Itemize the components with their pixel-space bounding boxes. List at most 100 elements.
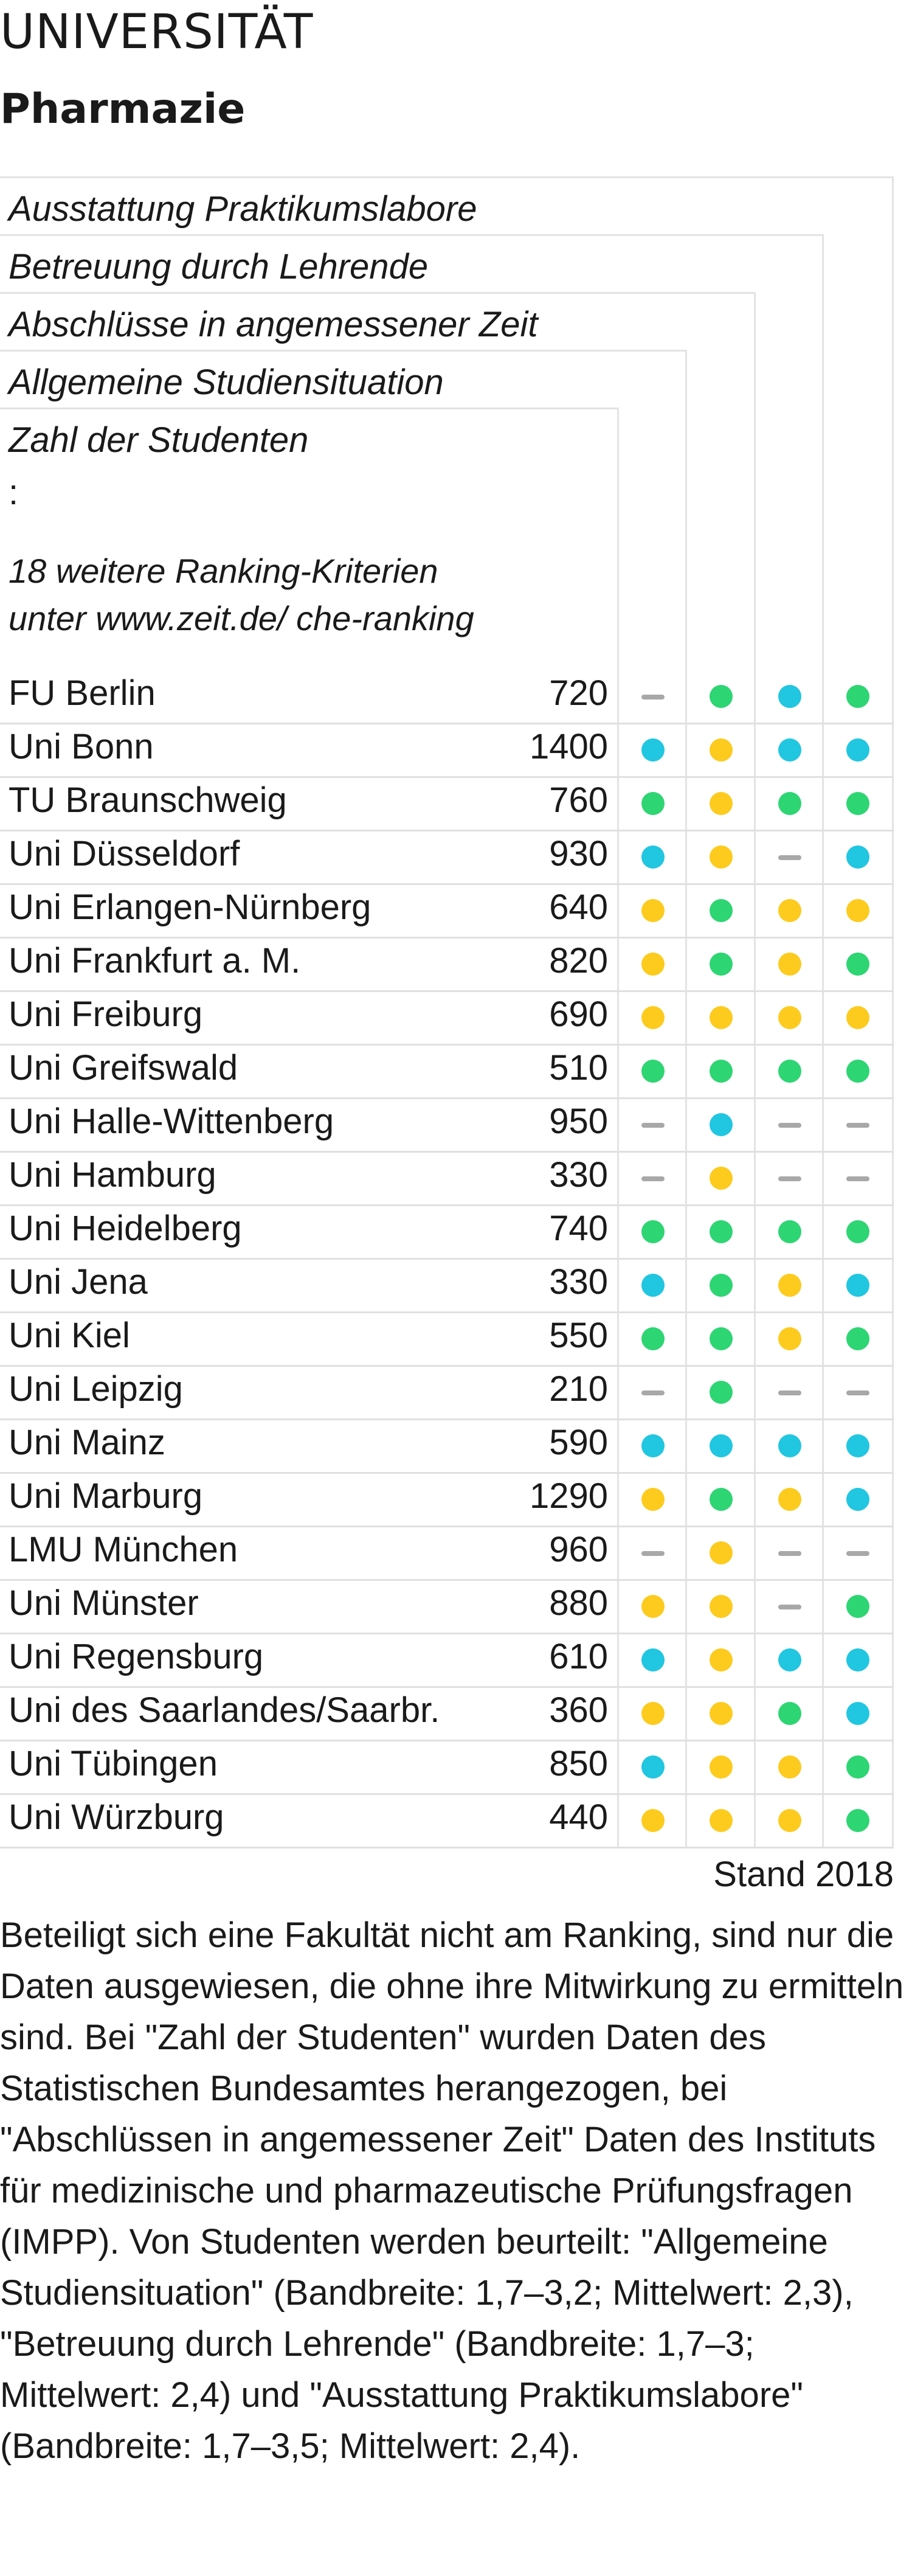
table-row: Uni des Saarlandes/Saarbr. 360 <box>0 1686 894 1741</box>
rating-cell <box>756 830 824 883</box>
column-header-zahl-studenten: Zahl der Studenten <box>9 420 309 460</box>
rating-dot-blue <box>846 845 869 869</box>
rating-cell <box>619 723 687 776</box>
rating-cell <box>619 1258 687 1311</box>
header-rule <box>0 292 756 294</box>
rating-cell <box>619 1633 687 1686</box>
rating-dot-green <box>710 899 733 922</box>
rating-dot-blue <box>778 1434 801 1457</box>
rating-cell <box>687 830 755 883</box>
rating-cell <box>824 1311 892 1365</box>
university-name: Uni Kiel <box>9 1316 130 1355</box>
table-row: Uni Leipzig 210 <box>0 1365 894 1420</box>
table-row: Uni Erlangen-Nürnberg 640 <box>0 883 894 939</box>
table-row: Uni Münster 880 <box>0 1579 894 1634</box>
rating-dot-blue <box>778 685 801 708</box>
column-divider <box>754 292 756 1847</box>
rating-cell <box>619 937 687 990</box>
rating-cell <box>619 1686 687 1740</box>
rating-dot-green <box>778 792 801 815</box>
university-name: Uni Münster <box>9 1583 199 1623</box>
rating-cell <box>687 937 755 990</box>
table-row: Uni Mainz 590 <box>0 1418 894 1474</box>
no-data-dash <box>641 1123 665 1128</box>
rating-cell <box>756 1740 824 1793</box>
student-count: 880 <box>549 1583 608 1623</box>
no-data-dash <box>778 1176 801 1181</box>
rating-cell <box>756 1311 824 1365</box>
rating-cell <box>756 669 824 723</box>
rating-dot-green <box>846 1060 869 1083</box>
rating-dot-yellow <box>710 1755 733 1779</box>
rating-dot-blue <box>846 738 869 762</box>
rating-cell <box>824 990 892 1044</box>
rating-dot-yellow <box>778 1006 801 1029</box>
column-header-abschluesse: Abschlüsse in angemessener Zeit <box>9 305 538 344</box>
student-count: 690 <box>549 995 608 1034</box>
rating-dot-yellow <box>710 1809 733 1832</box>
no-data-dash <box>778 855 801 860</box>
student-count: 610 <box>549 1637 608 1676</box>
university-name: Uni Leipzig <box>9 1369 183 1409</box>
rating-dot-blue <box>641 1755 665 1779</box>
university-name: TU Braunschweig <box>9 780 287 820</box>
table-row: Uni Kiel 550 <box>0 1311 894 1367</box>
rating-cell <box>756 1472 824 1526</box>
rating-dot-yellow <box>710 1167 733 1190</box>
rating-cell <box>619 1365 687 1418</box>
page-title: Pharmazie <box>0 85 246 133</box>
column-divider <box>617 408 619 1847</box>
rating-cell <box>824 776 892 830</box>
rating-cell <box>756 1365 824 1418</box>
rating-dot-blue <box>778 1648 801 1672</box>
no-data-dash <box>641 695 665 700</box>
rating-cell <box>619 1740 687 1793</box>
rating-dot-yellow <box>710 738 733 762</box>
university-name: Uni Bonn <box>9 727 154 766</box>
rating-cell <box>756 723 824 776</box>
student-count: 360 <box>549 1690 608 1730</box>
rating-dot-blue <box>846 1488 869 1511</box>
rating-cell <box>824 1526 892 1579</box>
rating-cell <box>756 1097 824 1151</box>
rating-dot-blue <box>846 1434 869 1457</box>
no-data-dash <box>778 1390 801 1395</box>
rating-dot-green <box>710 953 733 976</box>
rating-dot-yellow <box>641 1006 665 1029</box>
rating-dot-yellow <box>710 792 733 815</box>
student-count: 930 <box>549 834 608 873</box>
table-row: LMU München 960 <box>0 1526 894 1581</box>
rating-dot-blue <box>778 738 801 762</box>
rating-cell <box>687 1204 755 1258</box>
no-data-dash <box>778 1551 801 1556</box>
rating-cell <box>756 1633 824 1686</box>
table-row: Uni Tübingen 850 <box>0 1740 894 1795</box>
rating-dot-green <box>778 1220 801 1243</box>
rating-cell <box>756 1044 824 1097</box>
rating-cell <box>824 1151 892 1204</box>
university-name: FU Berlin <box>9 673 156 713</box>
rating-cell <box>687 1258 755 1311</box>
rating-cell <box>756 1526 824 1579</box>
rating-dot-green <box>710 1220 733 1243</box>
rating-cell <box>619 1044 687 1097</box>
university-name: Uni Greifswald <box>9 1048 238 1088</box>
table-row: FU Berlin 720 <box>0 669 894 724</box>
student-count: 330 <box>549 1155 608 1195</box>
rating-cell <box>756 883 824 937</box>
more-criteria-line-2: unter www.zeit.de/ che-ranking <box>9 599 474 637</box>
university-name: Uni Jena <box>9 1262 148 1302</box>
no-data-dash <box>641 1390 665 1395</box>
university-name: Uni Freiburg <box>9 995 203 1034</box>
no-data-dash <box>778 1605 801 1609</box>
student-count: 550 <box>549 1316 608 1355</box>
no-data-dash <box>846 1551 869 1556</box>
header-rule <box>0 234 824 236</box>
student-count: 950 <box>549 1102 608 1141</box>
header-rule <box>0 408 619 409</box>
rating-cell <box>824 1472 892 1526</box>
table-row: Uni Würzburg 440 <box>0 1793 894 1849</box>
rating-dot-blue <box>710 1434 733 1457</box>
column-divider <box>892 176 894 1847</box>
rating-cell <box>687 1526 755 1579</box>
